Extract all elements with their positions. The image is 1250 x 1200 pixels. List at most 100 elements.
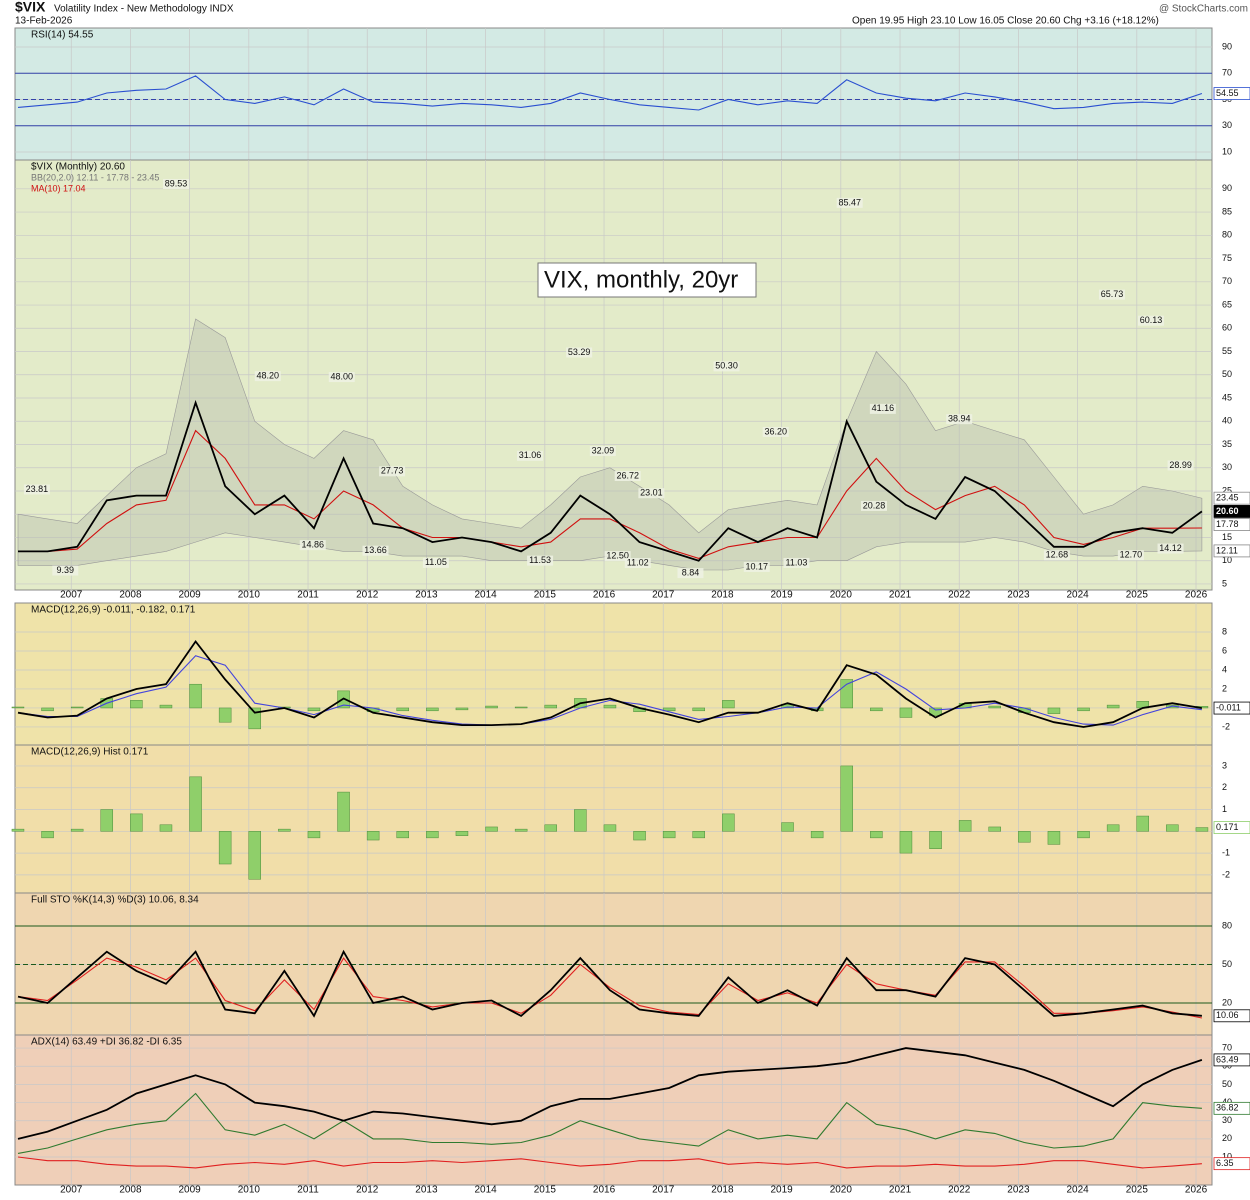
- histogram-bar: [870, 831, 883, 839]
- histogram-bar: [1077, 831, 1090, 839]
- x-tick-label: 2012: [356, 1185, 379, 1196]
- y-tick-label: 80: [1222, 920, 1232, 930]
- y-tick-label: -2: [1222, 721, 1230, 731]
- peak-label: 53.29: [568, 347, 591, 357]
- peak-label-box: [783, 557, 810, 568]
- histogram-bar: [958, 820, 972, 832]
- histogram-bar: [11, 828, 25, 832]
- series-line: [17, 949, 1202, 1018]
- histogram-bar: [722, 700, 735, 709]
- y-tick-label: 35: [1222, 439, 1232, 449]
- histogram-bar: [396, 831, 410, 839]
- value-tag: [1213, 505, 1250, 518]
- histogram-bar: [41, 707, 54, 712]
- histogram-bar: [514, 828, 528, 832]
- histogram-bar: [899, 707, 913, 718]
- peak-label-box: [860, 500, 887, 511]
- histogram-bar: [189, 683, 202, 709]
- histogram-bar: [455, 707, 469, 711]
- histogram-bar: [1195, 827, 1209, 832]
- histogram-bar: [603, 824, 617, 832]
- histogram-bar: [633, 831, 646, 841]
- value-tag-label: -0.011: [1216, 702, 1241, 712]
- credit: @ StockCharts.com: [1159, 4, 1248, 15]
- histogram-bar: [899, 831, 913, 854]
- peak-label-box: [713, 361, 740, 372]
- peak-label: 8.84: [682, 567, 700, 577]
- value-tag-label: 54.55: [1216, 88, 1239, 98]
- value-tag: [1213, 491, 1250, 505]
- x-tick-label: 2022: [948, 1185, 971, 1196]
- x-tick-label: 2018: [711, 1185, 734, 1196]
- peak-label: 11.53: [529, 555, 551, 565]
- peak-label: 41.16: [872, 403, 895, 413]
- y-tick-label: 70: [1222, 1042, 1232, 1052]
- x-tick-label: 2024: [1066, 1185, 1089, 1196]
- peak-label: 11.02: [627, 557, 649, 567]
- peak-label-box: [743, 561, 770, 572]
- peak-label-box: [624, 557, 651, 568]
- x-tick-label: 2011: [297, 1185, 319, 1196]
- series-line: [18, 399, 1203, 562]
- x-tick-label: 2025: [1126, 1185, 1149, 1196]
- peak-label-box: [1117, 550, 1144, 561]
- annotation-box: [537, 262, 757, 298]
- histogram-bar: [1018, 831, 1031, 843]
- y-tick-label: 3: [1222, 760, 1227, 770]
- histogram-bar: [692, 831, 705, 839]
- value-tag: [1213, 518, 1250, 531]
- x-tick-label: 2024: [1066, 590, 1089, 601]
- histogram-bar: [307, 831, 321, 839]
- histogram-bar: [189, 776, 202, 832]
- peak-label-box: [604, 551, 631, 562]
- peak-label: 60.13: [1140, 315, 1163, 325]
- y-tick-label: 30: [1222, 1115, 1232, 1125]
- x-tick-label: 2013: [415, 590, 438, 601]
- peak-label: 26.72: [616, 470, 639, 480]
- x-tick-label: 2020: [830, 590, 853, 601]
- x-tick-label: 2015: [534, 590, 557, 601]
- x-tick-label: 2010: [238, 1185, 261, 1196]
- peak-label-box: [1138, 315, 1165, 326]
- histogram-bar: [929, 831, 942, 850]
- histogram-bar: [514, 706, 528, 709]
- peak-label: 89.53: [165, 178, 188, 188]
- histogram-bar: [130, 813, 143, 832]
- panel-title: Full STO %K(14,3) %D(3) 10.06, 8.34: [31, 895, 199, 906]
- y-tick-label: 30: [1222, 120, 1232, 130]
- peak-label: 10.17: [745, 561, 768, 571]
- histogram-bar: [159, 704, 173, 709]
- peak-label: 12.50: [606, 550, 629, 560]
- peak-label: 31.06: [519, 450, 542, 460]
- x-tick-label: 2008: [119, 1185, 142, 1196]
- peak-label: 28.99: [1169, 460, 1192, 470]
- histogram-bar: [337, 791, 350, 832]
- y-tick-label: -2: [1222, 869, 1230, 879]
- y-tick-label: -1: [1222, 847, 1230, 857]
- x-tick-label: 2009: [179, 590, 202, 601]
- peak-label: 14.12: [1159, 543, 1182, 553]
- instrument-name: Volatility Index - New Methodology INDX: [54, 4, 234, 15]
- histogram-bar: [485, 705, 498, 709]
- peak-label-box: [23, 484, 50, 495]
- x-tick-label: 2010: [238, 590, 261, 601]
- x-tick-label: 2008: [119, 590, 142, 601]
- peak-label: 50.30: [715, 361, 738, 371]
- x-tick-label: 2017: [652, 1185, 675, 1196]
- peak-label: 65.73: [1101, 289, 1124, 299]
- x-tick-label: 2012: [356, 590, 379, 601]
- value-tag: [1213, 1053, 1250, 1067]
- histogram-bar: [70, 706, 84, 709]
- value-tag-label: 0.171: [1216, 822, 1239, 832]
- histogram-bar: [396, 707, 410, 712]
- histogram-bar: [248, 831, 262, 880]
- histogram-bar: [1106, 704, 1120, 709]
- histogram-bar: [603, 704, 617, 709]
- value-tag: [1213, 1157, 1250, 1171]
- value-tag-label: 6.35: [1216, 1158, 1234, 1168]
- histogram-bar: [574, 809, 587, 832]
- peak-label: 11.05: [425, 557, 447, 567]
- y-tick-label: 2: [1222, 683, 1227, 693]
